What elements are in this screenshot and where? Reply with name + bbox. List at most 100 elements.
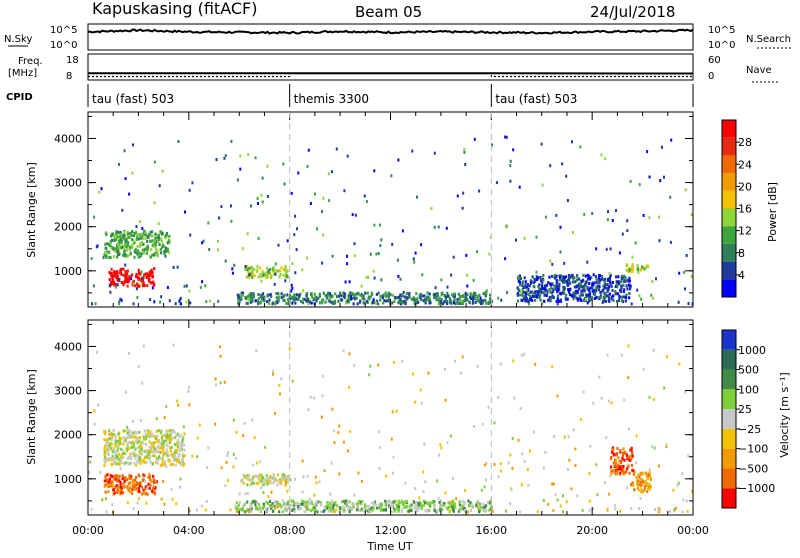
heatmap-cell — [286, 490, 288, 493]
heatmap-cell — [137, 441, 139, 444]
heatmap-cell — [331, 408, 333, 411]
heatmap-cell — [480, 506, 482, 509]
heatmap-cell — [294, 478, 296, 481]
heatmap-cell — [373, 501, 375, 504]
heatmap-cell — [568, 281, 570, 284]
heatmap-cell — [626, 486, 628, 489]
heatmap-cell — [144, 430, 146, 433]
heatmap-cell — [582, 509, 584, 512]
colorbar-swatch — [722, 429, 736, 449]
heatmap-cell — [167, 248, 169, 251]
heatmap-cell — [580, 283, 582, 286]
heatmap-cell — [140, 237, 142, 240]
heatmap-cell — [162, 480, 164, 483]
heatmap-cell — [400, 278, 402, 281]
heatmap-cell — [126, 478, 128, 481]
heatmap-cell — [497, 297, 499, 300]
heatmap-cell — [129, 246, 131, 249]
heatmap-cell — [385, 475, 387, 478]
heatmap-cell — [242, 504, 244, 507]
heatmap-cell — [139, 482, 141, 485]
heatmap-cell — [155, 248, 157, 251]
heatmap-cell — [570, 275, 572, 278]
heatmap-cell — [356, 508, 358, 511]
velocity-heatmap-cells — [88, 344, 693, 514]
heatmap-cell — [351, 297, 353, 300]
heatmap-cell — [127, 432, 129, 435]
heatmap-cell — [118, 462, 120, 465]
heatmap-cell — [604, 278, 606, 281]
heatmap-cell — [427, 372, 429, 375]
heatmap-cell — [596, 278, 598, 281]
heatmap-cell — [659, 239, 661, 242]
heatmap-cell — [106, 242, 108, 245]
heatmap-cell — [122, 452, 124, 455]
heatmap-cell — [300, 300, 302, 303]
heatmap-cell — [657, 509, 659, 512]
heatmap-cell — [509, 180, 511, 183]
heatmap-cell — [140, 419, 142, 422]
heatmap-cell — [537, 291, 539, 294]
heatmap-cell — [112, 247, 114, 250]
heatmap-cell — [216, 158, 218, 161]
heatmap-cell — [381, 504, 383, 507]
heatmap-cell — [116, 246, 118, 249]
heatmap-cell — [125, 391, 127, 394]
heatmap-cell — [625, 296, 627, 299]
heatmap-cell — [586, 261, 588, 264]
heatmap-cell — [484, 463, 486, 466]
heatmap-cell — [472, 297, 474, 300]
heatmap-cell — [619, 460, 621, 463]
heatmap-cell — [367, 292, 369, 295]
heatmap-cell — [227, 451, 229, 454]
heatmap-cell — [420, 388, 422, 391]
heatmap-cell — [214, 423, 216, 426]
heatmap-cell — [602, 289, 604, 292]
heatmap-cell — [298, 508, 300, 511]
heatmap-cell — [126, 426, 128, 429]
heatmap-cell — [631, 464, 633, 467]
heatmap-cell — [106, 449, 108, 452]
heatmap-cell — [307, 475, 309, 478]
heatmap-cell — [154, 233, 156, 236]
heatmap-cell — [126, 442, 128, 445]
heatmap-cell — [207, 222, 209, 225]
heatmap-cell — [119, 247, 121, 250]
colorbar-tick-label: 8 — [738, 247, 745, 260]
heatmap-cell — [177, 433, 179, 436]
heatmap-cell — [488, 253, 490, 256]
heatmap-cell — [352, 505, 354, 508]
heatmap-cell — [402, 229, 404, 232]
heatmap-cell — [262, 200, 264, 203]
heatmap-cell — [653, 398, 655, 401]
heatmap-cell — [239, 492, 241, 495]
nsearch-tick-bottom: 10^0 — [708, 40, 735, 51]
heatmap-cell — [225, 154, 227, 157]
heatmap-cell — [168, 239, 170, 242]
heatmap-cell — [247, 295, 249, 298]
colorbar-swatch — [722, 120, 736, 138]
heatmap-cell — [464, 509, 466, 512]
heatmap-cell — [260, 294, 262, 297]
heatmap-cell — [454, 502, 456, 505]
heatmap-cell — [343, 349, 345, 352]
nsearch-right-label: N.Search — [746, 34, 791, 45]
heatmap-cell — [247, 153, 249, 156]
heatmap-cell — [447, 295, 449, 298]
heatmap-cell — [137, 446, 139, 449]
heatmap-cell — [525, 299, 527, 302]
heatmap-cell — [215, 383, 217, 386]
heatmap-cell — [385, 292, 387, 295]
heatmap-cell — [149, 487, 151, 490]
power-heatmap-cells — [91, 136, 694, 306]
heatmap-cell — [254, 274, 256, 277]
heatmap-cell — [152, 241, 154, 244]
heatmap-cell — [423, 443, 425, 446]
heatmap-cell — [551, 482, 553, 485]
heatmap-cell — [478, 510, 480, 513]
heatmap-cell — [628, 284, 630, 287]
heatmap-cell — [254, 503, 256, 506]
heatmap-cell — [540, 279, 542, 282]
heatmap-cell — [138, 461, 140, 464]
heatmap-cell — [99, 471, 101, 474]
